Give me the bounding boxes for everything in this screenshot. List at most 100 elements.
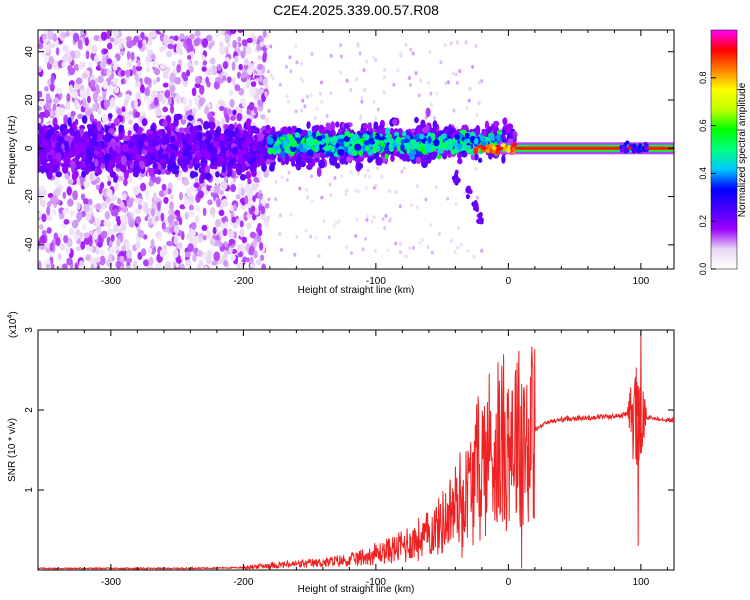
spectrogram-band-point [168,123,175,131]
spectrogram-band-point [176,131,181,137]
spectrogram-noise-point [119,255,126,264]
spectrogram-band-point [84,154,90,165]
spectrogram-noise-point [153,68,161,76]
spectrogram-noise-point [374,116,378,121]
spectrogram-noise-point [191,87,197,97]
spectrogram-band-point [113,117,121,127]
spectrogram-noise-point [49,109,54,117]
spectrogram-noise-point [161,183,167,191]
spectrogram-noise-point [249,263,256,269]
spectrogram-noise-point [382,75,386,80]
spectrogram-noise-point [248,68,253,76]
spectrogram-noise-point [183,114,188,121]
spectrogram-noise-point [56,87,63,94]
spectrogram-noise-point [192,253,197,263]
spectrogram-noise-point [116,238,121,247]
spectrogram-noise-point [118,174,124,182]
spectrogram-noise-point [249,86,256,97]
spectrogram-noise-point [47,30,54,41]
spectrogram-band-point [245,171,252,180]
spectrogram-noise-point [205,34,213,42]
spectrogram-noise-point [219,229,224,238]
spectrogram-noise-point [186,187,192,197]
spectrogram-noise-point [194,76,201,85]
spectrogram-band-point [430,150,437,160]
spectrogram-band-point [182,139,187,146]
spectrogram-noise-point [219,45,226,55]
spectrogram-noise-point [218,189,224,196]
spectrogram-band-point [61,130,67,137]
spectrogram-band-point [306,164,313,170]
spectrogram-noise-point [304,228,308,233]
spectrogram-noise-point [64,172,69,180]
spectrogram-noise-point [162,69,169,80]
spectrogram-noise-point [188,204,194,211]
spectrogram-noise-point [194,96,201,104]
spectrogram-band-point [147,146,154,154]
spectrogram-noise-point [285,94,289,99]
spectrogram-noise-point [232,39,238,49]
spectrogram-core-point [316,135,323,141]
spectrogram-band-point [234,127,239,135]
spectrogram-noise-point [48,56,55,65]
spectrogram-noise-point [435,91,439,96]
spectrogram-noise-point [152,90,159,97]
spectrogram-noise-point [374,183,378,188]
spectrogram-noise-point [237,36,242,43]
spectrogram-noise-point [121,106,126,113]
spectrogram-band-point [81,170,87,178]
spectrogram-band-point [194,157,200,165]
spectrogram-band-point [115,146,121,154]
spectrogram-noise-point [169,72,176,83]
spectrogram-noise-point [132,64,137,75]
spectrogram-band-point [187,114,194,121]
spectrogram-noise-point [120,50,125,56]
spectrogram-tail-point [453,174,458,180]
spectrogram-noise-point [209,66,214,76]
spectrogram-noise-point [50,74,55,84]
spectrogram-core-point [347,145,353,152]
spectrogram-noise-point [184,211,189,220]
spectrogram-noise-point [45,92,51,102]
spectrogram-noise-point [224,34,231,44]
spectrogram-noise-point [417,93,421,98]
spectrogram-noise-point [132,260,138,269]
spectrogram-noise-point [465,106,469,111]
spectrogram-noise-point [156,111,163,117]
spectrogram-noise-point [253,106,258,114]
spectrogram-noise-point [246,257,250,263]
spectrogram-noise-point [477,80,481,85]
spectrogram-core-point [479,135,485,141]
spectrogram-band-point [173,114,180,123]
spectrogram-noise-point [69,209,75,217]
spectrogram-band-point [134,159,140,166]
spectrogram-noise-point [46,43,51,54]
spectrogram-core-point [374,135,382,140]
spectrogram-noise-point [81,72,88,79]
spectrogram-noise-point [55,187,61,197]
spectrogram-noise-point [209,238,216,246]
spectrogram-noise-point [381,217,385,222]
spectrogram-noise-point [255,259,262,265]
spectrogram-core-point [273,145,280,151]
spectrogram-xtick-label: 0 [506,276,512,287]
spectrogram-noise-point [95,217,101,227]
spectrogram-noise-point [75,228,81,237]
spectrogram-noise-point [278,213,282,218]
spectrogram-noise-point [108,84,113,92]
spectrogram-noise-point [356,42,360,47]
spectrogram-noise-point [208,42,212,50]
spectrogram-noise-point [456,245,460,250]
spectrogram-noise-point [238,87,245,96]
spectrogram-noise-point [49,242,54,252]
spectrogram-noise-point [99,61,106,70]
spectrogram-core-point [424,145,432,153]
spectrogram-core-point [406,147,411,154]
spectrogram-noise-point [71,219,79,229]
spectrogram-noise-point [433,116,437,121]
spectrogram-band-point [222,160,227,166]
spectrogram-noise-point [149,103,157,109]
spectrogram-noise-point [194,205,201,212]
spectrogram-tail-point [476,219,481,225]
spectrogram-noise-point [148,180,154,187]
